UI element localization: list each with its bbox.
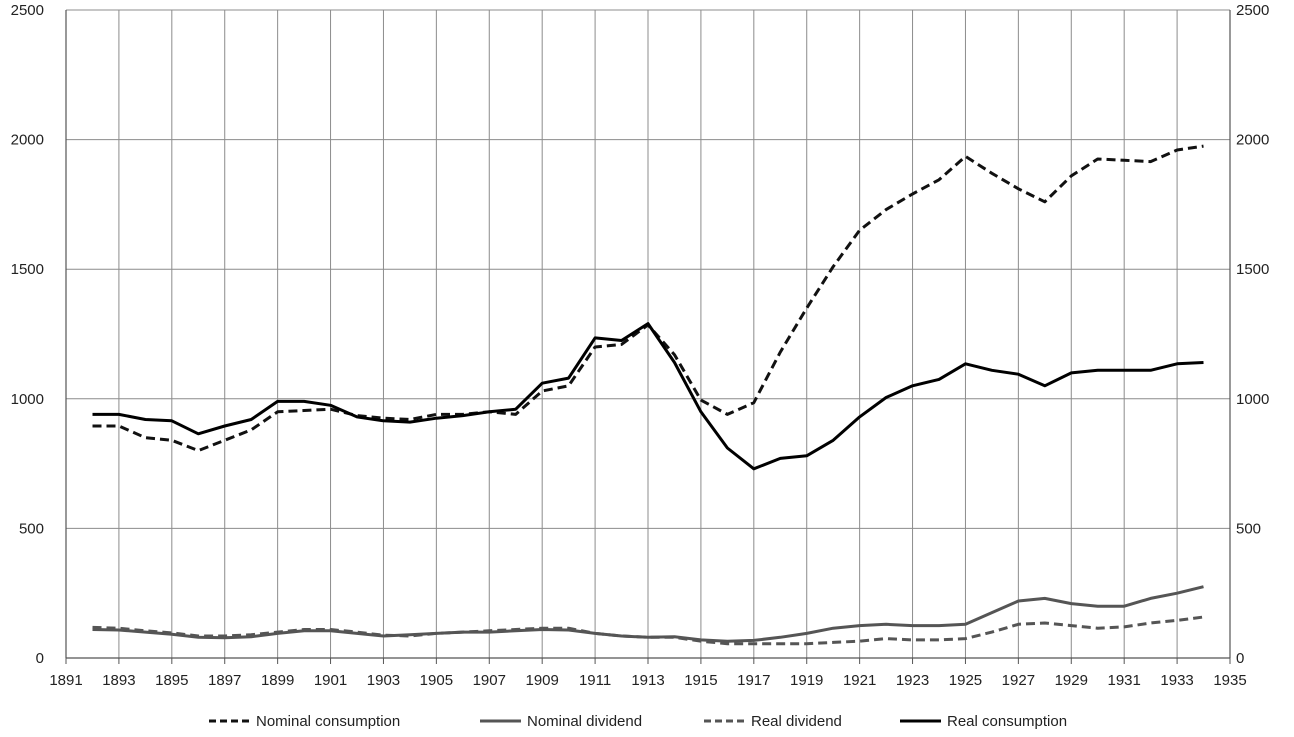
- x-tick-label: 1897: [208, 672, 241, 689]
- x-tick-label: 1909: [525, 672, 558, 689]
- x-tick-label: 1901: [314, 672, 347, 689]
- x-tick-label: 1921: [843, 672, 876, 689]
- y-tick-label-left: 0: [36, 650, 44, 667]
- y-tick-label-left: 2500: [11, 2, 44, 19]
- x-tick-label: 1931: [1107, 672, 1140, 689]
- legend-label-real-consumption: Real consumption: [947, 713, 1067, 730]
- y-axis-right-ticks: 0 500 1000 1500 2000 2500: [1236, 2, 1269, 667]
- x-tick-label: 1893: [102, 672, 135, 689]
- y-tick-label-right: 2500: [1236, 2, 1269, 19]
- x-tick-label: 1891: [49, 672, 82, 689]
- x-tick-label: 1929: [1055, 672, 1088, 689]
- axes: [65, 10, 1231, 664]
- y-tick-label-left: 500: [19, 520, 44, 537]
- x-tick-label: 1925: [949, 672, 982, 689]
- y-tick-label-right: 500: [1236, 520, 1261, 537]
- y-tick-label-left: 1000: [11, 391, 44, 408]
- x-tick-label: 1915: [684, 672, 717, 689]
- y-tick-label-left: 2000: [11, 132, 44, 149]
- series-real-dividend: [92, 615, 1204, 646]
- x-tick-label: 1933: [1160, 672, 1193, 689]
- x-tick-label: 1923: [896, 672, 929, 689]
- grid: [65, 9, 1231, 658]
- x-axis-ticks: 1891 1893 1895 1897 1899 1901 1903 1905 1907 1909…: [49, 672, 1246, 689]
- legend-label-nominal-dividend: Nominal dividend: [527, 713, 642, 730]
- y-tick-label-left: 1500: [11, 261, 44, 278]
- x-tick-label: 1895: [155, 672, 188, 689]
- legend-label-real-dividend: Real dividend: [751, 713, 842, 730]
- series-real-consumption: [92, 322, 1204, 471]
- x-tick-label: 1913: [631, 672, 664, 689]
- y-tick-label-right: 0: [1236, 650, 1244, 667]
- x-tick-label: 1911: [579, 672, 611, 689]
- x-tick-label: 1899: [261, 672, 294, 689]
- x-tick-label: 1927: [1002, 672, 1035, 689]
- x-tick-label: 1919: [790, 672, 823, 689]
- x-tick-label: 1935: [1213, 672, 1246, 689]
- series-lines: [92, 144, 1204, 646]
- y-axis-left-ticks: 0 500 1000 1500 2000 2500: [11, 2, 44, 667]
- legend-label-nominal-consumption: Nominal consumption: [256, 713, 400, 730]
- x-tick-label: 1907: [473, 672, 506, 689]
- legend: Nominal consumption Nominal dividend Real …: [209, 713, 1067, 730]
- x-tick-label: 1905: [420, 672, 453, 689]
- x-tick-label: 1903: [367, 672, 400, 689]
- y-tick-label-right: 1500: [1236, 261, 1269, 278]
- y-tick-label-right: 1000: [1236, 391, 1269, 408]
- y-tick-label-right: 2000: [1236, 132, 1269, 149]
- x-tick-label: 1917: [737, 672, 770, 689]
